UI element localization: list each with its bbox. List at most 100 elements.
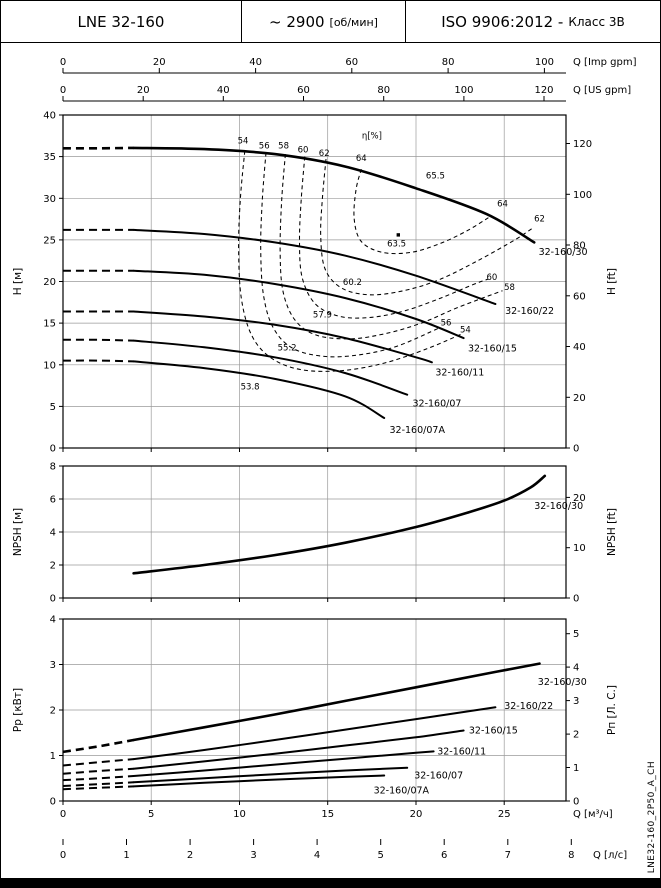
standard-class: Класс 3В xyxy=(568,15,625,29)
x-axis-label: Q [US gpm] xyxy=(573,85,631,96)
x-tick-label: 0 xyxy=(60,57,66,68)
x-tick-label: 25 xyxy=(498,809,511,820)
pump-curve-32-160/11 xyxy=(132,750,435,777)
pump-model-text: LNE 32-160 xyxy=(77,12,165,31)
y-tick-label: 5 xyxy=(50,402,56,413)
efficiency-label: 62 xyxy=(319,149,330,159)
efficiency-contour-62 xyxy=(320,159,533,296)
efficiency-contour-58 xyxy=(279,154,503,340)
marker-point xyxy=(396,233,400,237)
curve-label: 32-160/15 xyxy=(469,726,518,737)
y-tick-label: 10 xyxy=(43,360,56,371)
x-tick-label: 4 xyxy=(314,850,320,861)
efficiency-label: 60 xyxy=(298,146,309,156)
y-axis-label-right: Pп [Л. С.] xyxy=(606,685,618,735)
curve-label: 32-160/11 xyxy=(437,747,486,758)
y-tick-label: 20 xyxy=(43,277,56,288)
curve-label: 32-160/07 xyxy=(413,398,462,409)
x-tick-label: 40 xyxy=(249,57,262,68)
y-tick-label: 3 xyxy=(50,660,56,671)
efficiency-contour-64 xyxy=(353,168,491,255)
efficiency-label: 60 xyxy=(486,273,497,283)
x-tick-label: 80 xyxy=(377,85,390,96)
y-tick-label: 8 xyxy=(50,462,56,473)
efficiency-label: 62 xyxy=(534,215,545,225)
header-bar: LNE 32-160 ~ 2900 [об/мин] ISO 9906:2012… xyxy=(1,1,660,43)
pump-curve-32-160/30 xyxy=(132,662,541,742)
pump-curve-dashed-32-160/30 xyxy=(62,738,134,754)
x-tick-label: 5 xyxy=(378,850,384,861)
x-tick-label: 100 xyxy=(454,85,473,96)
efficiency-label: η[%] xyxy=(362,131,382,141)
x-tick-label: 20 xyxy=(153,57,166,68)
curve-label: 32-160/30 xyxy=(538,677,587,688)
pump-curve-dashed-32-160/07A xyxy=(62,785,134,791)
x-tick-label: 20 xyxy=(137,85,150,96)
x-tick-label: 1 xyxy=(123,850,129,861)
x-tick-label: 60 xyxy=(345,57,358,68)
x-tick-label: 0 xyxy=(60,850,66,861)
y-tick-label-right: 80 xyxy=(573,241,586,252)
standard-cell: ISO 9906:2012 - Класс 3В xyxy=(406,1,660,42)
efficiency-label: 60.2 xyxy=(343,278,362,288)
x-tick-label: 60 xyxy=(297,85,310,96)
x-axis-label: Q [Imp gpm] xyxy=(573,57,637,68)
y-tick-label: 15 xyxy=(43,319,56,330)
y-tick-label: 4 xyxy=(50,528,56,539)
drawing-number: LNE32-160_2P50_A_CH xyxy=(647,760,657,873)
x-tick-label: 7 xyxy=(505,850,511,861)
curve-label: 32-160/07A xyxy=(374,785,430,796)
efficiency-label: 65.5 xyxy=(426,171,445,181)
top-flow-axes: 0 20 40 60 80 100 Q [Imp gpm] 0 20 40 60 80 100 120 Q … xyxy=(60,57,637,102)
y-tick-label-right: 10 xyxy=(573,543,586,554)
efficiency-label: 58 xyxy=(278,141,289,151)
pump-curve-32-160/30 xyxy=(132,146,536,244)
y-tick-label: 4 xyxy=(50,615,56,626)
pump-curve-dashed-32-160/07A xyxy=(62,359,134,363)
y-axis-label-right: H [ft] xyxy=(606,268,618,295)
curve-label: 32-160/30 xyxy=(534,501,583,512)
x-axis-label-ls: Q [л/с] xyxy=(593,850,627,861)
y-tick-label-right: 4 xyxy=(573,663,579,674)
x-tick-label: 10 xyxy=(233,809,246,820)
x-tick-label: 20 xyxy=(410,809,423,820)
x-axis-label-m3h: Q [м³/ч] xyxy=(573,809,613,820)
x-tick-label: 15 xyxy=(321,809,334,820)
y-tick-label-right: 40 xyxy=(573,342,586,353)
pump-curve-32-160/07A xyxy=(132,774,386,788)
x-tick-label: 120 xyxy=(534,85,553,96)
y-axis-label-right: NPSH [ft] xyxy=(606,508,618,556)
pump-curve-32-160/30 xyxy=(132,474,547,575)
curve-label: 32-160/15 xyxy=(468,343,517,354)
efficiency-label: 57.9 xyxy=(313,310,332,320)
y-tick-label: 0 xyxy=(50,797,56,808)
x-tick-label: 80 xyxy=(442,57,455,68)
y-axis-label-left: NPSH [м] xyxy=(12,508,24,556)
curve-label: 32-160/07A xyxy=(390,425,446,436)
x-tick-label: 8 xyxy=(568,850,574,861)
x-tick-label: 40 xyxy=(217,85,230,96)
x-tick-label: 6 xyxy=(441,850,447,861)
efficiency-contour-54 xyxy=(238,150,463,372)
x-tick-label: 5 xyxy=(148,809,154,820)
curve-label: 32-160/30 xyxy=(539,247,588,258)
power-chart: 32-160/30 32-160/22 32-160/15 32-160/11 32-1… xyxy=(12,615,618,808)
pump-model-title: LNE 32-160 xyxy=(1,1,241,42)
x-tick-label: 100 xyxy=(535,57,554,68)
pump-curve-dashed-32-160/22 xyxy=(62,758,134,767)
y-tick-label-right: 3 xyxy=(573,696,579,707)
pump-curve-32-160/07 xyxy=(132,339,409,396)
x-tick-label: 3 xyxy=(250,850,256,861)
efficiency-label: 64 xyxy=(497,200,508,210)
y-tick-label-right: 100 xyxy=(573,190,592,201)
y-tick-label-right: 20 xyxy=(573,493,586,504)
curve-label: 32-160/07 xyxy=(414,770,463,781)
efficiency-label: 56 xyxy=(259,141,270,151)
bottom-flow-axes: 0 5 10 15 20 25 Q [м³/ч] 0 1 2 3 4 5 6 7 8 Q [л/с] xyxy=(60,809,627,861)
x-tick-label: 0 xyxy=(60,85,66,96)
standard-text: ISO 9906:2012 - xyxy=(441,12,564,31)
y-tick-label: 0 xyxy=(50,444,56,455)
pump-curve-dashed-32-160/07 xyxy=(62,781,134,787)
x-tick-label: 2 xyxy=(187,850,193,861)
